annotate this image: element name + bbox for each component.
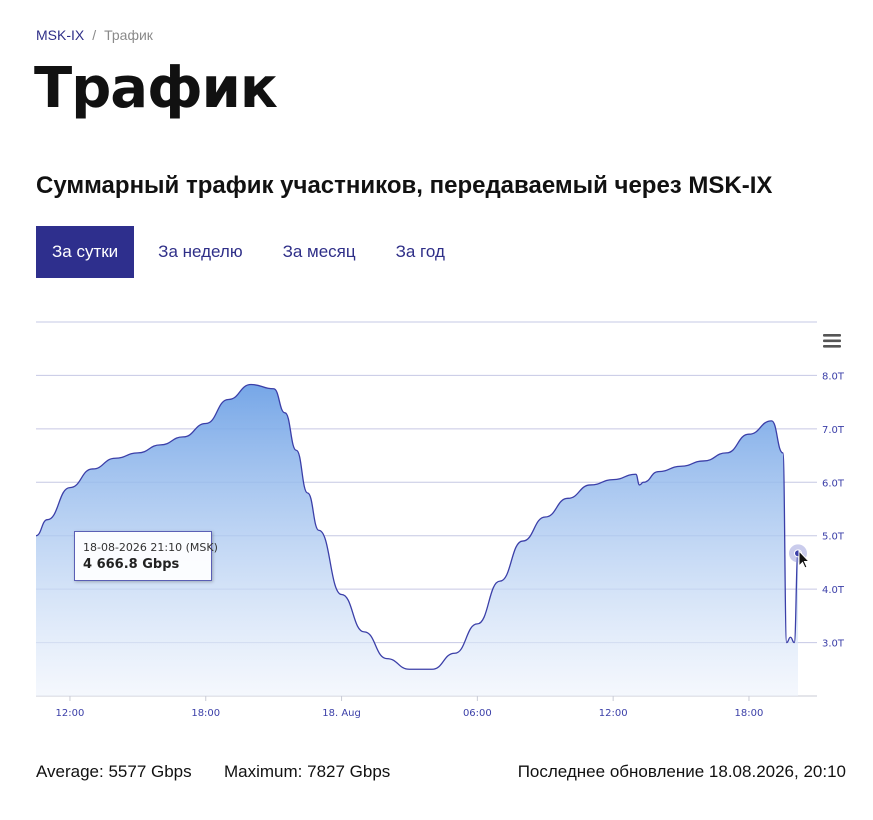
last-updated: Последнее обновление 18.08.2026, 20:10: [517, 762, 846, 781]
page-title: Трафик: [34, 56, 278, 121]
x-tick-label: 12:00: [56, 708, 85, 719]
y-tick-label: 8.0T: [822, 371, 845, 382]
breadcrumb: MSK-IX / Трафик: [36, 26, 153, 44]
chart-area-layer: [35, 383, 799, 696]
y-tick-label: 3.0T: [822, 639, 845, 650]
tooltip-value: 4 666.8 Gbps: [83, 557, 180, 572]
y-tick-label: 6.0T: [822, 478, 845, 489]
x-tick-label: 18:00: [191, 708, 220, 719]
traffic-chart-svg: 3.0T 4.0T 5.0T 6.0T 7.0T 8.0T 12:00 18:00 18. A…: [35, 321, 845, 719]
breadcrumb-separator: /: [92, 27, 97, 43]
y-tick-label: 4.0T: [822, 585, 845, 596]
hamburger-menu-icon[interactable]: [820, 328, 844, 352]
tab-day[interactable]: За сутки: [36, 226, 135, 278]
average-stat: Average: 5577 Gbps: [36, 762, 192, 781]
breadcrumb-root-link[interactable]: MSK-IX: [36, 27, 85, 43]
breadcrumb-current: Трафик: [104, 27, 153, 43]
section-title: Суммарный трафик участников, передаваемы…: [36, 172, 773, 199]
x-axis-labels: 12:00 18:00 18. Aug 06:00 12:00 18:00: [56, 696, 764, 719]
maximum-stat: Maximum: 7827 Gbps: [224, 762, 391, 781]
x-tick-label: 18:00: [735, 708, 764, 719]
mouse-pointer-icon: [798, 549, 811, 569]
traffic-chart: 3.0T 4.0T 5.0T 6.0T 7.0T 8.0T 12:00 18:00 18. A…: [0, 300, 873, 730]
y-tick-label: 7.0T: [822, 425, 845, 436]
x-tick-label: 06:00: [463, 708, 492, 719]
x-tick-label: 18. Aug: [322, 708, 361, 719]
traffic-line: [35, 383, 799, 670]
period-tabs: За сутки За неделю За месяц За год: [36, 226, 469, 278]
tooltip-date: 18-08-2026 21:10 (MSK): [83, 541, 218, 554]
chart-tooltip: 18-08-2026 21:10 (MSK) 4 666.8 Gbps: [74, 531, 218, 581]
tab-month[interactable]: За месяц: [282, 242, 356, 261]
x-tick-label: 12:00: [599, 708, 628, 719]
tab-week[interactable]: За неделю: [158, 242, 243, 261]
y-tick-label: 5.0T: [822, 532, 845, 543]
y-axis-labels: 3.0T 4.0T 5.0T 6.0T 7.0T 8.0T: [822, 371, 845, 649]
traffic-area: [36, 384, 798, 696]
tab-year[interactable]: За год: [395, 242, 445, 261]
